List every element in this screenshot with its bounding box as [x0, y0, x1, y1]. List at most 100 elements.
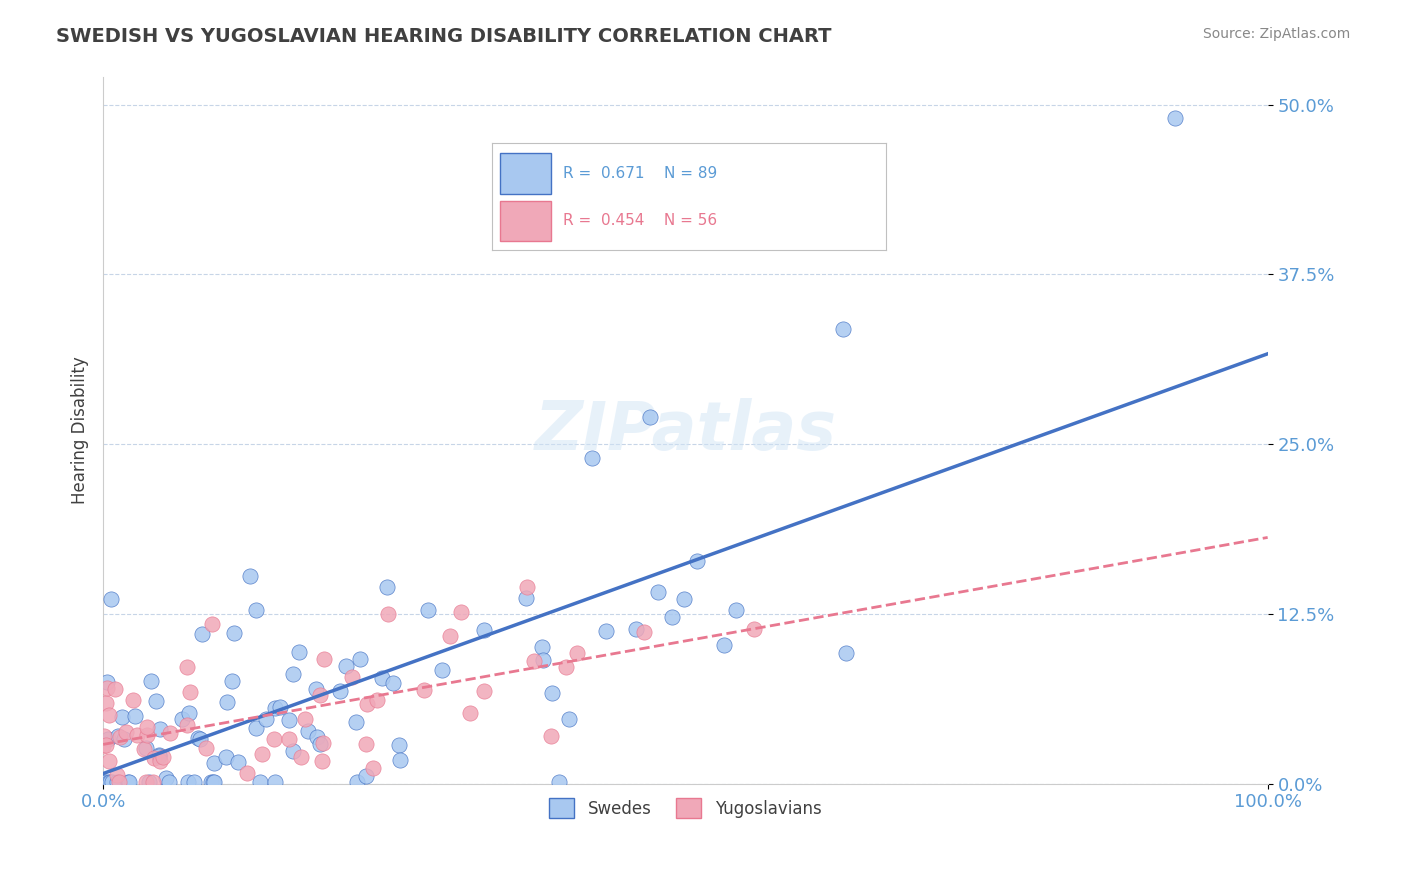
Swedes: [388, 739, 411, 753]
Yugoslavians: [450, 605, 472, 619]
Swedes: [202, 775, 225, 789]
Swedes: [281, 744, 304, 758]
Yugoslavians: [540, 729, 562, 743]
Swedes: [432, 664, 454, 678]
Yugoslavians: [143, 751, 166, 765]
Swedes: [239, 568, 262, 582]
Legend: Swedes, Yugoslavians: Swedes, Yugoslavians: [543, 791, 828, 825]
Yugoslavians: [142, 775, 165, 789]
Swedes: [170, 712, 193, 726]
Yugoslavians: [114, 725, 136, 739]
Swedes: [202, 756, 225, 771]
Yugoslavians: [98, 754, 121, 768]
Yugoslavians: [342, 670, 364, 684]
Yugoslavians: [104, 682, 127, 697]
Swedes: [278, 713, 301, 727]
Yugoslavians: [159, 726, 181, 740]
Swedes: [672, 591, 695, 606]
Swedes: [371, 671, 394, 685]
Swedes: [354, 769, 377, 783]
Swedes: [264, 775, 287, 789]
Swedes: [187, 731, 209, 745]
Yugoslavians: [201, 617, 224, 632]
Swedes: [349, 652, 371, 666]
Swedes: [215, 750, 238, 764]
Yugoslavians: [458, 706, 481, 720]
Yugoslavians: [121, 693, 143, 707]
Swedes: [713, 638, 735, 652]
Swedes: [200, 775, 222, 789]
Yugoslavians: [105, 768, 128, 782]
Yugoslavians: [108, 775, 131, 789]
Swedes: [548, 775, 571, 789]
Yugoslavians: [91, 739, 114, 753]
Yugoslavians: [356, 697, 378, 711]
Yugoslavians: [250, 747, 273, 761]
Yugoslavians: [312, 651, 335, 665]
Swedes: [346, 775, 368, 789]
Swedes: [624, 623, 647, 637]
Swedes: [118, 775, 141, 789]
Text: SWEDISH VS YUGOSLAVIAN HEARING DISABILITY CORRELATION CHART: SWEDISH VS YUGOSLAVIAN HEARING DISABILIT…: [56, 27, 832, 45]
Swedes: [329, 684, 352, 698]
Yugoslavians: [523, 654, 546, 668]
Swedes: [245, 722, 267, 736]
Swedes: [308, 737, 330, 751]
Yugoslavians: [377, 607, 399, 621]
Yugoslavians: [363, 761, 385, 775]
Yugoslavians: [472, 683, 495, 698]
Swedes: [148, 748, 170, 763]
Swedes: [117, 775, 139, 789]
Yugoslavians: [439, 629, 461, 643]
Swedes: [124, 709, 146, 723]
Yugoslavians: [134, 742, 156, 756]
Yugoslavians: [96, 681, 118, 696]
Swedes: [188, 731, 211, 746]
Yugoslavians: [366, 692, 388, 706]
Swedes: [647, 585, 669, 599]
Swedes: [177, 775, 200, 789]
Swedes: [287, 645, 309, 659]
Swedes: [254, 712, 277, 726]
Swedes: [94, 775, 117, 789]
Yugoslavians: [278, 731, 301, 746]
Swedes: [531, 653, 554, 667]
Swedes: [269, 700, 291, 714]
Text: ZIPatlas: ZIPatlas: [534, 398, 837, 464]
Swedes: [224, 625, 246, 640]
Swedes: [202, 775, 225, 789]
Yugoslavians: [179, 684, 201, 698]
FancyBboxPatch shape: [501, 153, 551, 194]
Yugoslavians: [93, 729, 115, 743]
Swedes: [139, 673, 162, 688]
Text: R =  0.671    N = 89: R = 0.671 N = 89: [562, 166, 717, 181]
Yugoslavians: [567, 646, 589, 660]
Yugoslavians: [97, 708, 120, 723]
Swedes: [1163, 111, 1185, 125]
Swedes: [97, 731, 120, 746]
Swedes: [472, 623, 495, 637]
Swedes: [221, 674, 243, 689]
Swedes: [215, 695, 238, 709]
Swedes: [101, 775, 124, 789]
Swedes: [249, 775, 271, 789]
Yugoslavians: [136, 720, 159, 734]
Swedes: [640, 409, 662, 424]
Swedes: [157, 775, 180, 789]
Yugoslavians: [135, 775, 157, 789]
Swedes: [177, 706, 200, 721]
Swedes: [245, 602, 267, 616]
Yugoslavians: [176, 660, 198, 674]
Swedes: [105, 775, 128, 789]
Swedes: [226, 755, 249, 769]
Yugoslavians: [311, 754, 333, 768]
Swedes: [112, 732, 135, 747]
Swedes: [724, 603, 747, 617]
Swedes: [558, 713, 581, 727]
Swedes: [264, 701, 287, 715]
Swedes: [581, 450, 603, 465]
Swedes: [297, 723, 319, 738]
Yugoslavians: [110, 730, 132, 744]
Swedes: [149, 723, 172, 737]
Swedes: [344, 715, 367, 730]
